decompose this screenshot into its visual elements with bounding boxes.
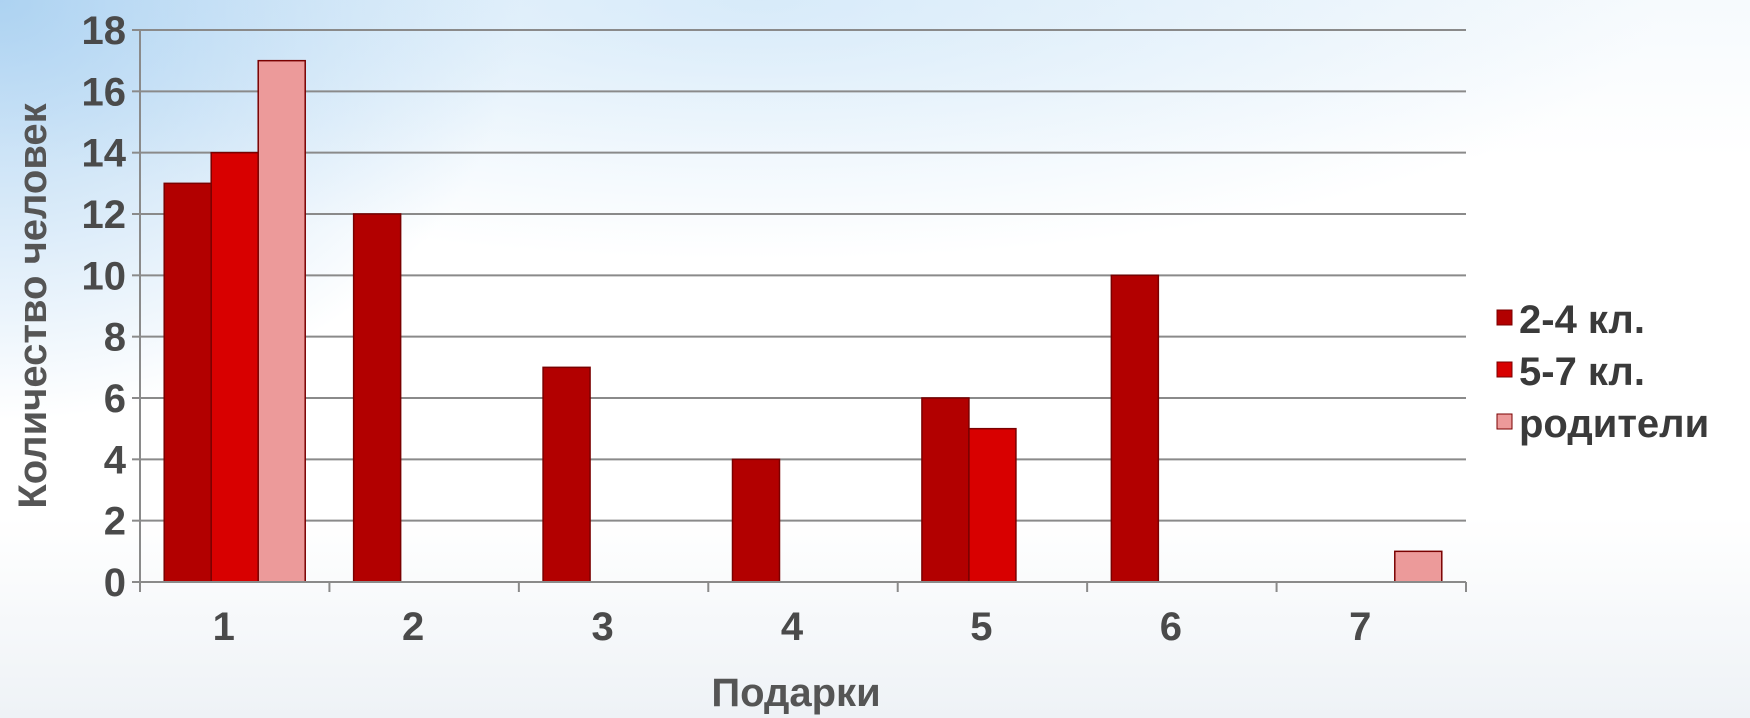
x-axis-title: Подарки xyxy=(711,671,880,715)
bar-1-cat-4 xyxy=(733,459,780,582)
y-tick-label: 14 xyxy=(82,132,127,176)
y-tick-label: 10 xyxy=(82,254,127,298)
legend-swatch xyxy=(1497,310,1512,325)
bar-1-cat-1 xyxy=(164,183,211,582)
y-tick-label: 4 xyxy=(104,438,127,482)
y-tick-label: 0 xyxy=(104,561,126,605)
y-axis-title: Количество человек xyxy=(11,102,55,508)
x-tick-label: 2 xyxy=(402,605,424,649)
y-tick-label: 6 xyxy=(104,377,126,421)
legend-swatch xyxy=(1497,362,1512,377)
x-tick-label: 4 xyxy=(781,605,804,649)
x-tick-label: 7 xyxy=(1349,605,1371,649)
legend-label: 5-7 кл. xyxy=(1519,350,1645,394)
y-tick-label: 16 xyxy=(82,70,127,114)
y-tick-label: 8 xyxy=(104,316,126,360)
bar-1-cat-3 xyxy=(543,367,590,582)
legend: 2-4 кл. 5-7 кл. родители xyxy=(1497,298,1709,446)
legend-label: родители xyxy=(1519,402,1709,446)
bar-2-cat-5 xyxy=(969,429,1016,582)
bar-3-cat-1 xyxy=(258,61,305,582)
bar-1-cat-2 xyxy=(354,214,401,582)
bar-3-cat-7 xyxy=(1395,551,1442,582)
y-tick-label: 18 xyxy=(82,9,127,53)
x-tick-label: 6 xyxy=(1160,605,1182,649)
x-tick-label: 3 xyxy=(591,605,613,649)
legend-swatch xyxy=(1497,414,1512,429)
bar-2-cat-1 xyxy=(211,153,258,582)
bar-1-cat-6 xyxy=(1111,275,1158,582)
bars xyxy=(164,61,1442,582)
x-tick-label: 1 xyxy=(213,605,235,649)
bar-1-cat-5 xyxy=(922,398,969,582)
x-tick-label: 5 xyxy=(970,605,992,649)
gridlines xyxy=(140,30,1466,521)
y-tick-label: 12 xyxy=(82,193,127,237)
y-tick-label: 2 xyxy=(104,500,126,544)
legend-label: 2-4 кл. xyxy=(1519,298,1645,342)
